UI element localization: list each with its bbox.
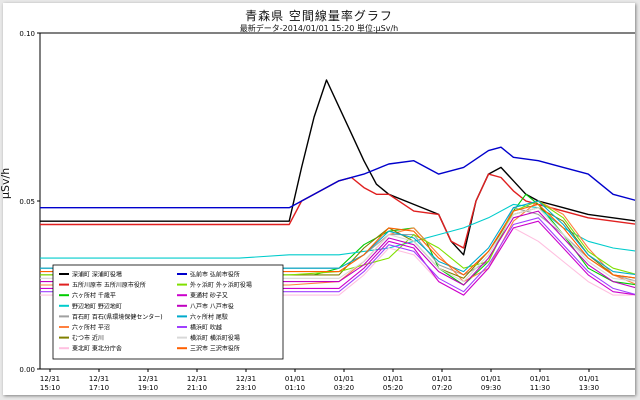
series-line — [40, 173, 635, 249]
x-tick-time: 05:20 — [383, 384, 403, 392]
legend-item: 野辺地町 野辺地町 — [72, 302, 122, 310]
x-tick-date: 12/31 — [89, 375, 109, 383]
x-tick-time: 19:10 — [138, 384, 158, 392]
x-tick-date: 01/01 — [334, 375, 354, 383]
legend-item: 三沢市 三沢市役所 — [190, 345, 240, 353]
legend-item: 東北町 東北分庁舎 — [72, 345, 122, 353]
legend-item: 東通村 砂子又 — [190, 292, 228, 300]
chart-title: 青森県 空間線量率グラフ — [245, 9, 393, 23]
y-tick-label: 0.05 — [19, 198, 35, 206]
legend-box — [52, 264, 284, 360]
legend-item: 外ヶ浜町 外ヶ浜町役場 — [190, 281, 252, 289]
legend-item: 六ヶ所村 平沼 — [72, 324, 110, 332]
legend-item: 百石町 百石(県環境保健センター) — [72, 313, 163, 321]
legend-item: 弘前市 弘前市役所 — [190, 271, 240, 279]
x-tick-time: 23:10 — [236, 384, 256, 392]
x-tick-date: 01/01 — [285, 375, 305, 383]
x-tick-date: 01/01 — [530, 375, 550, 383]
x-tick-date: 12/31 — [40, 375, 60, 383]
x-tick-date: 12/31 — [236, 375, 256, 383]
x-tick-time: 21:10 — [187, 384, 207, 392]
line-chart: 0.000.050.1012/3115:1012/3117:1012/3119:… — [19, 30, 635, 392]
legend-item: 六ヶ所村 千歳平 — [72, 292, 116, 300]
x-tick-time: 11:30 — [530, 384, 550, 392]
x-tick-date: 01/01 — [432, 375, 452, 383]
x-tick-time: 09:30 — [481, 384, 501, 392]
legend-item: 六ヶ所村 尾駮 — [190, 313, 228, 321]
x-tick-date: 12/31 — [138, 375, 158, 383]
series-line — [40, 146, 635, 209]
x-tick-date: 01/01 — [481, 375, 501, 383]
x-tick-date: 01/01 — [579, 375, 599, 383]
legend-item: 五所川原市 五所川原市役所 — [72, 281, 146, 289]
x-tick-time: 15:10 — [40, 384, 60, 392]
y-tick-label: 0.00 — [19, 366, 35, 374]
x-tick-time: 13:30 — [579, 384, 599, 392]
legend-item: 八戸市 八戸市役 — [190, 302, 234, 310]
chart-subtitle: 最新データ-2014/01/01 15:20 単位:μSv/h — [239, 24, 399, 33]
x-tick-time: 01:10 — [285, 384, 305, 392]
x-tick-time: 03:20 — [334, 384, 354, 392]
legend-item: 横浜町 吹越 — [190, 324, 222, 332]
x-tick-date: 01/01 — [383, 375, 403, 383]
axis-ticks: 0.000.050.1012/3115:1012/3117:1012/3119:… — [19, 30, 599, 392]
x-tick-time: 17:10 — [89, 384, 109, 392]
x-tick-date: 12/31 — [187, 375, 207, 383]
chart-frame: 青森県 空間線量率グラフ 最新データ-2014/01/01 15:20 単位:μ… — [0, 3, 635, 395]
y-tick-label: 0.10 — [19, 30, 35, 38]
legend-item: 深浦町 深浦町役場 — [72, 271, 122, 279]
x-tick-time: 07:20 — [432, 384, 452, 392]
legend-item: 横浜町 横浜町役場 — [190, 334, 240, 342]
legend-item: むつ市 近川 — [72, 334, 104, 342]
